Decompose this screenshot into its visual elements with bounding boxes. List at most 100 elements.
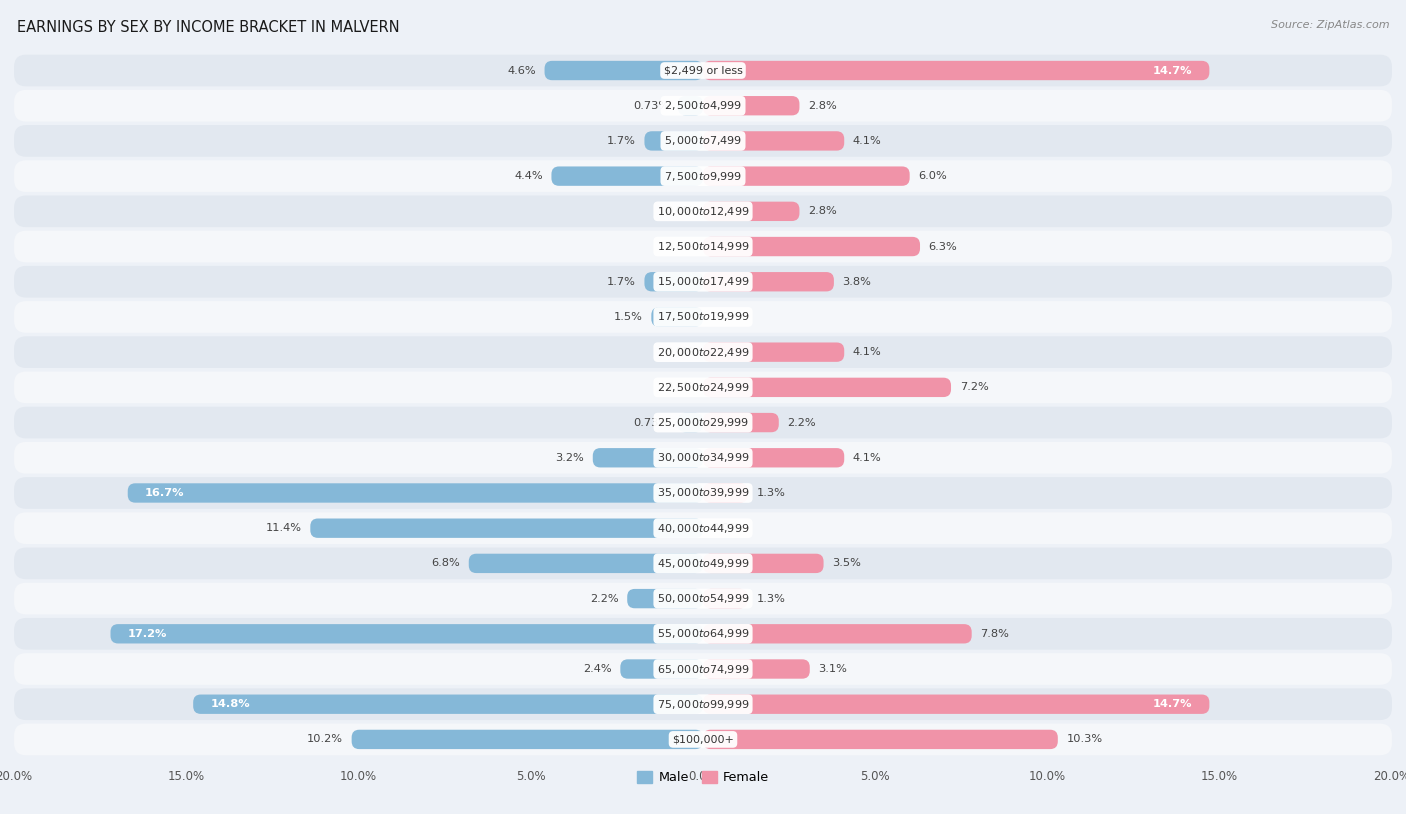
- Text: 3.5%: 3.5%: [832, 558, 860, 568]
- Text: 0.73%: 0.73%: [633, 418, 669, 427]
- Text: 6.3%: 6.3%: [928, 242, 957, 252]
- FancyBboxPatch shape: [703, 61, 1209, 81]
- FancyBboxPatch shape: [14, 266, 1392, 298]
- FancyBboxPatch shape: [703, 729, 1057, 749]
- FancyBboxPatch shape: [352, 729, 703, 749]
- FancyBboxPatch shape: [703, 624, 972, 644]
- FancyBboxPatch shape: [703, 554, 824, 573]
- Text: $7,500 to $9,999: $7,500 to $9,999: [664, 169, 742, 182]
- Text: 10.2%: 10.2%: [307, 734, 343, 745]
- FancyBboxPatch shape: [14, 301, 1392, 333]
- FancyBboxPatch shape: [551, 166, 703, 186]
- FancyBboxPatch shape: [651, 307, 703, 326]
- Text: $75,000 to $99,999: $75,000 to $99,999: [657, 698, 749, 711]
- FancyBboxPatch shape: [468, 554, 703, 573]
- FancyBboxPatch shape: [14, 618, 1392, 650]
- FancyBboxPatch shape: [544, 61, 703, 81]
- Text: 0.0%: 0.0%: [665, 347, 695, 357]
- Text: 14.7%: 14.7%: [1153, 65, 1192, 76]
- FancyBboxPatch shape: [14, 583, 1392, 615]
- Text: 0.0%: 0.0%: [665, 206, 695, 217]
- Text: Source: ZipAtlas.com: Source: ZipAtlas.com: [1271, 20, 1389, 30]
- Text: $5,000 to $7,499: $5,000 to $7,499: [664, 134, 742, 147]
- FancyBboxPatch shape: [14, 90, 1392, 121]
- Text: 4.1%: 4.1%: [853, 136, 882, 146]
- Text: 7.8%: 7.8%: [980, 628, 1010, 639]
- Text: 0.0%: 0.0%: [665, 242, 695, 252]
- Text: 3.2%: 3.2%: [555, 453, 583, 463]
- Text: $100,000+: $100,000+: [672, 734, 734, 745]
- Text: 17.2%: 17.2%: [128, 628, 167, 639]
- Text: $2,500 to $4,999: $2,500 to $4,999: [664, 99, 742, 112]
- Text: 6.0%: 6.0%: [918, 171, 948, 182]
- FancyBboxPatch shape: [14, 230, 1392, 262]
- Text: 1.7%: 1.7%: [607, 277, 636, 287]
- FancyBboxPatch shape: [678, 96, 703, 116]
- Text: $50,000 to $54,999: $50,000 to $54,999: [657, 592, 749, 605]
- Text: $10,000 to $12,499: $10,000 to $12,499: [657, 205, 749, 218]
- FancyBboxPatch shape: [703, 413, 779, 432]
- FancyBboxPatch shape: [311, 519, 703, 538]
- Text: $25,000 to $29,999: $25,000 to $29,999: [657, 416, 749, 429]
- Text: 0.0%: 0.0%: [711, 312, 741, 322]
- Text: 2.8%: 2.8%: [808, 101, 837, 111]
- Text: 1.5%: 1.5%: [614, 312, 643, 322]
- FancyBboxPatch shape: [14, 125, 1392, 157]
- Text: $45,000 to $49,999: $45,000 to $49,999: [657, 557, 749, 570]
- Text: 1.3%: 1.3%: [756, 593, 786, 604]
- FancyBboxPatch shape: [703, 589, 748, 608]
- FancyBboxPatch shape: [703, 237, 920, 256]
- FancyBboxPatch shape: [14, 371, 1392, 403]
- FancyBboxPatch shape: [703, 202, 800, 221]
- FancyBboxPatch shape: [703, 659, 810, 679]
- FancyBboxPatch shape: [703, 272, 834, 291]
- FancyBboxPatch shape: [14, 55, 1392, 86]
- Text: $65,000 to $74,999: $65,000 to $74,999: [657, 663, 749, 676]
- FancyBboxPatch shape: [193, 694, 703, 714]
- Legend: Male, Female: Male, Female: [631, 766, 775, 790]
- Text: $30,000 to $34,999: $30,000 to $34,999: [657, 451, 749, 464]
- Text: 0.0%: 0.0%: [665, 383, 695, 392]
- Text: $22,500 to $24,999: $22,500 to $24,999: [657, 381, 749, 394]
- Text: 2.2%: 2.2%: [591, 593, 619, 604]
- Text: 4.4%: 4.4%: [515, 171, 543, 182]
- FancyBboxPatch shape: [14, 512, 1392, 544]
- FancyBboxPatch shape: [14, 442, 1392, 474]
- Text: 4.1%: 4.1%: [853, 453, 882, 463]
- Text: 1.7%: 1.7%: [607, 136, 636, 146]
- FancyBboxPatch shape: [14, 548, 1392, 580]
- FancyBboxPatch shape: [678, 413, 703, 432]
- FancyBboxPatch shape: [703, 448, 844, 467]
- FancyBboxPatch shape: [703, 96, 800, 116]
- Text: 6.8%: 6.8%: [432, 558, 460, 568]
- Text: 4.1%: 4.1%: [853, 347, 882, 357]
- FancyBboxPatch shape: [703, 484, 748, 503]
- Text: 0.73%: 0.73%: [633, 101, 669, 111]
- Text: 14.8%: 14.8%: [211, 699, 250, 709]
- FancyBboxPatch shape: [14, 336, 1392, 368]
- Text: $17,500 to $19,999: $17,500 to $19,999: [657, 310, 749, 323]
- FancyBboxPatch shape: [14, 407, 1392, 439]
- FancyBboxPatch shape: [14, 689, 1392, 720]
- Text: 14.7%: 14.7%: [1153, 699, 1192, 709]
- FancyBboxPatch shape: [703, 131, 844, 151]
- Text: $2,499 or less: $2,499 or less: [664, 65, 742, 76]
- FancyBboxPatch shape: [593, 448, 703, 467]
- Text: 10.3%: 10.3%: [1066, 734, 1102, 745]
- FancyBboxPatch shape: [14, 724, 1392, 755]
- FancyBboxPatch shape: [703, 378, 950, 397]
- Text: EARNINGS BY SEX BY INCOME BRACKET IN MALVERN: EARNINGS BY SEX BY INCOME BRACKET IN MAL…: [17, 20, 399, 35]
- Text: $35,000 to $39,999: $35,000 to $39,999: [657, 487, 749, 500]
- Text: 2.2%: 2.2%: [787, 418, 815, 427]
- FancyBboxPatch shape: [14, 653, 1392, 685]
- Text: 2.8%: 2.8%: [808, 206, 837, 217]
- Text: 7.2%: 7.2%: [960, 383, 988, 392]
- Text: 1.3%: 1.3%: [756, 488, 786, 498]
- Text: 3.8%: 3.8%: [842, 277, 872, 287]
- FancyBboxPatch shape: [644, 272, 703, 291]
- FancyBboxPatch shape: [644, 131, 703, 151]
- FancyBboxPatch shape: [14, 160, 1392, 192]
- FancyBboxPatch shape: [703, 166, 910, 186]
- FancyBboxPatch shape: [111, 624, 703, 644]
- Text: $15,000 to $17,499: $15,000 to $17,499: [657, 275, 749, 288]
